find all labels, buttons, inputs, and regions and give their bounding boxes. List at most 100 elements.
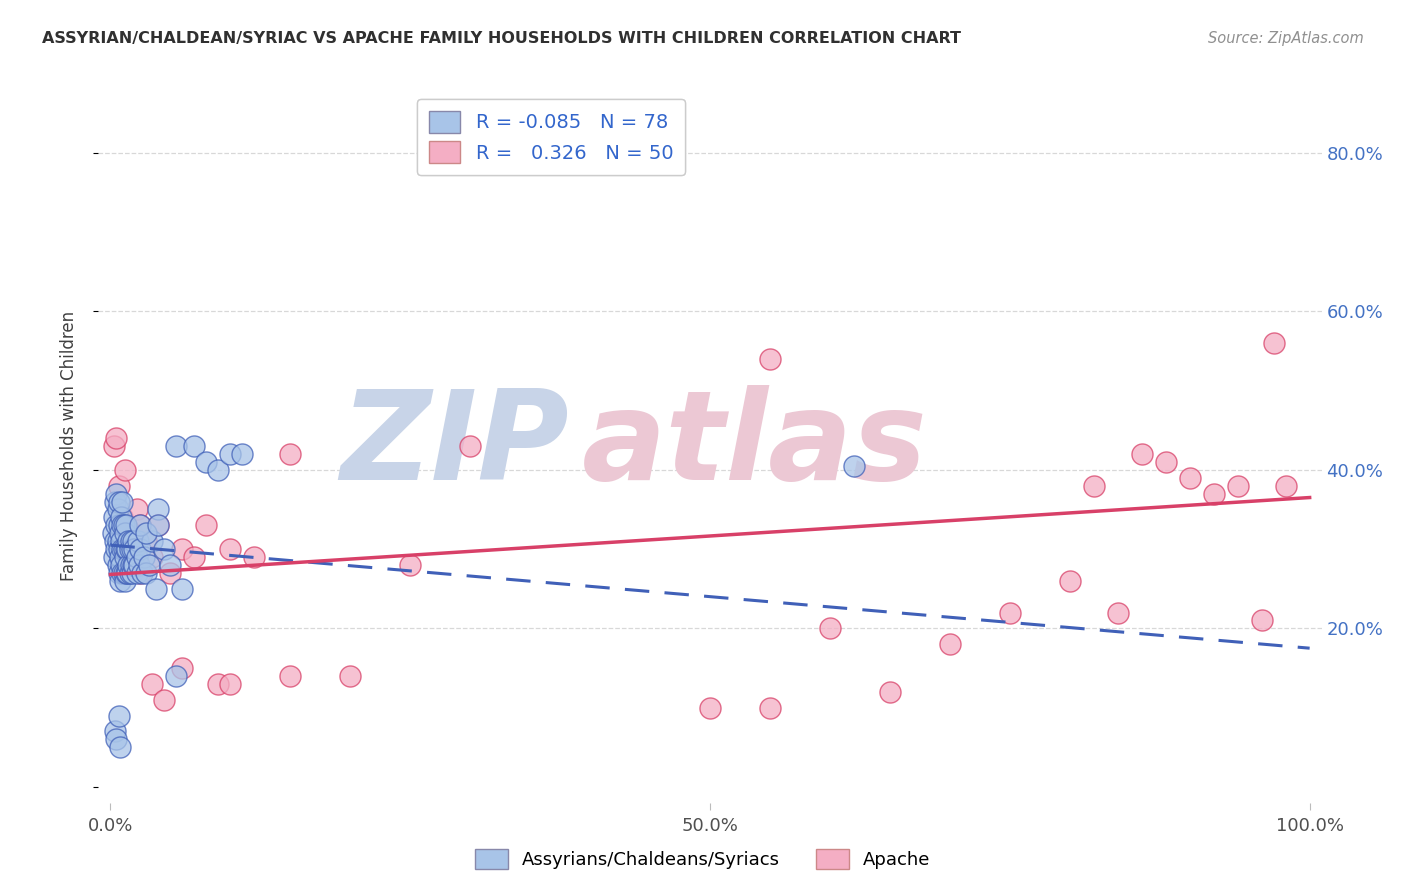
Text: atlas: atlas [582,385,928,507]
Point [121,566,143,580]
Point [108,494,131,508]
Point [114,574,136,588]
Point [104,494,127,508]
Point [172,582,194,596]
Point [165,439,187,453]
Point [108,518,131,533]
Point [121,542,143,557]
Point [183,549,205,564]
Point [153,692,176,706]
Point [108,478,131,492]
Point [842,458,865,473]
Point [141,677,163,691]
Point [108,542,131,557]
Point [105,518,128,533]
Point [399,558,422,572]
Point [195,455,218,469]
Point [111,494,134,508]
Legend: Assyrians/Chaldeans/Syriacs, Apache: Assyrians/Chaldeans/Syriacs, Apache [467,839,939,879]
Point [148,518,170,533]
Point [124,558,146,572]
Point [112,542,135,557]
Point [879,685,901,699]
Point [129,566,152,580]
Point [339,669,361,683]
Point [125,566,148,580]
Point [141,549,163,564]
Point [112,566,135,580]
Point [129,518,152,533]
Point [114,526,136,541]
Point [1107,606,1129,620]
Point [115,542,138,557]
Point [219,677,242,691]
Point [207,677,229,691]
Point [120,534,142,549]
Point [110,542,132,557]
Point [105,431,128,445]
Point [107,502,129,516]
Point [135,534,157,549]
Point [1250,614,1272,628]
Point [105,732,128,747]
Point [112,518,135,533]
Point [1083,478,1105,492]
Point [135,566,157,580]
Point [1130,447,1153,461]
Point [120,558,142,572]
Point [135,526,157,541]
Point [127,534,149,549]
Point [939,637,962,651]
Point [103,510,125,524]
Point [103,549,125,564]
Point [108,740,131,755]
Point [118,542,141,557]
Point [159,558,181,572]
Point [243,549,266,564]
Point [1202,486,1225,500]
Point [115,518,138,533]
Point [1274,478,1296,492]
Point [998,606,1021,620]
Point [122,534,145,549]
Point [108,526,131,541]
Point [1178,471,1201,485]
Point [1154,455,1177,469]
Point [124,542,146,557]
Point [115,566,138,580]
Legend: R = -0.085   N = 78, R =   0.326   N = 50: R = -0.085 N = 78, R = 0.326 N = 50 [418,99,685,175]
Point [115,566,138,580]
Point [105,542,128,557]
Point [1263,335,1285,350]
Text: ASSYRIAN/CHALDEAN/SYRIAC VS APACHE FAMILY HOUSEHOLDS WITH CHILDREN CORRELATION C: ASSYRIAN/CHALDEAN/SYRIAC VS APACHE FAMIL… [42,31,962,46]
Point [138,558,160,572]
Point [104,534,127,549]
Point [108,549,131,564]
Point [207,463,229,477]
Point [759,351,782,366]
Point [172,661,194,675]
Point [110,558,132,572]
Point [153,542,176,557]
Point [129,518,152,533]
Point [110,510,132,524]
Point [107,558,129,572]
Point [818,621,841,635]
Point [1226,478,1249,492]
Text: Source: ZipAtlas.com: Source: ZipAtlas.com [1208,31,1364,46]
Point [128,558,150,572]
Point [219,542,242,557]
Point [111,542,134,557]
Point [165,669,187,683]
Point [122,558,145,572]
Point [125,549,148,564]
Point [124,542,146,557]
Point [104,724,127,739]
Point [115,542,138,557]
Point [117,558,139,572]
Point [148,502,170,516]
Point [131,566,153,580]
Point [108,708,131,723]
Point [121,526,143,541]
Point [145,582,167,596]
